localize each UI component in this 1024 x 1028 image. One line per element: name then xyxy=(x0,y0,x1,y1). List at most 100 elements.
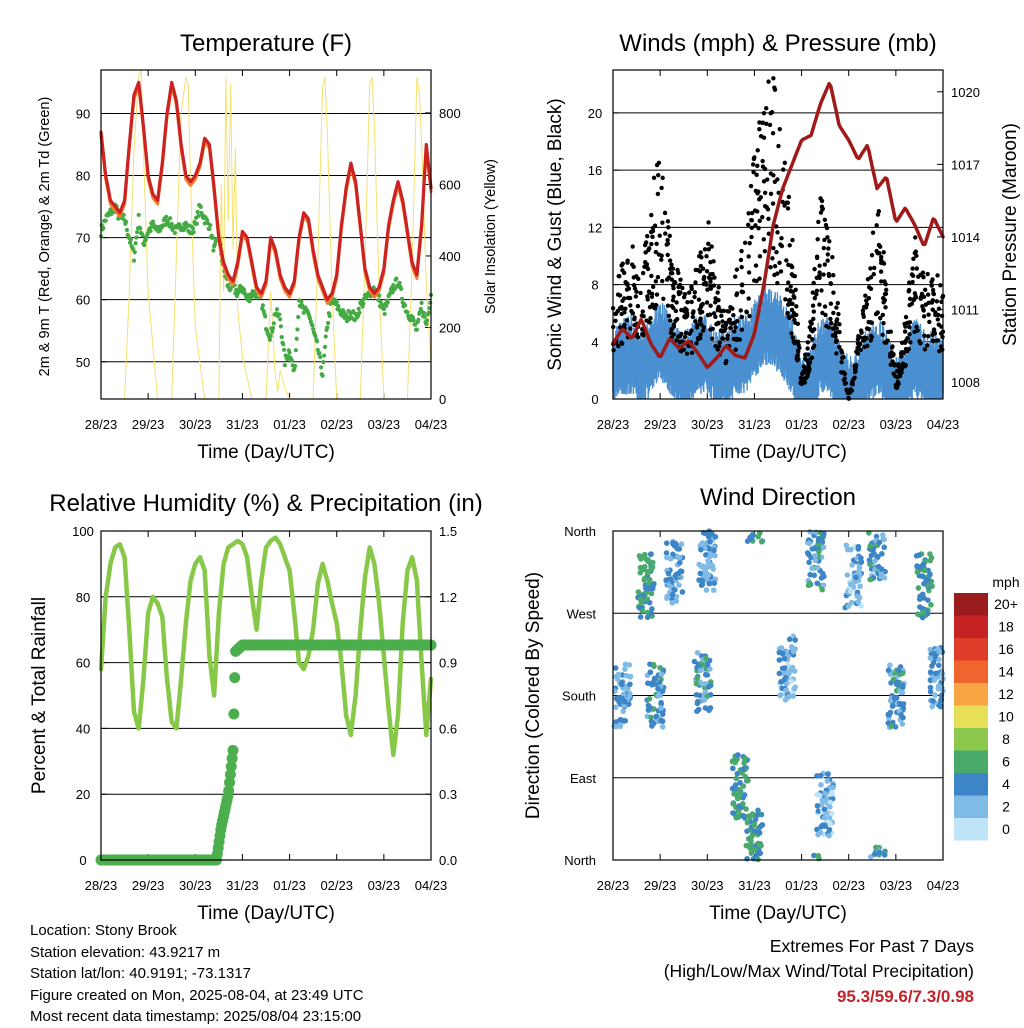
y-tick-label: 20 xyxy=(588,106,602,121)
gust-point xyxy=(733,325,738,330)
gust-point xyxy=(733,274,738,279)
gust-point xyxy=(890,359,895,364)
direction-point xyxy=(927,551,933,557)
gust-point xyxy=(619,340,624,345)
gust-point xyxy=(809,355,815,360)
direction-point xyxy=(673,571,680,578)
gust-point xyxy=(858,341,863,347)
direction-point xyxy=(752,816,759,823)
direction-point xyxy=(830,784,836,791)
gust-point xyxy=(937,349,942,354)
direction-point xyxy=(752,847,759,853)
dewpoint-point xyxy=(177,222,182,227)
gust-point xyxy=(761,110,767,116)
legend-label: 0 xyxy=(1002,821,1010,837)
gust-point xyxy=(645,233,650,239)
dewpoint-point xyxy=(416,317,421,322)
direction-point xyxy=(847,546,854,553)
gust-point xyxy=(704,268,710,274)
station-location: Location: Stony Brook xyxy=(30,922,177,939)
gust-point xyxy=(859,330,864,335)
legend-label: 20+ xyxy=(994,596,1018,612)
gust-point xyxy=(771,245,776,251)
gust-series xyxy=(610,76,946,401)
direction-point xyxy=(657,664,663,671)
gust-point xyxy=(753,263,759,268)
direction-point xyxy=(656,679,663,686)
dewpoint-point xyxy=(355,313,361,318)
gust-point xyxy=(819,198,825,204)
temperature-2m-line xyxy=(99,80,433,302)
direction-point xyxy=(927,571,933,578)
gust-point xyxy=(738,308,743,313)
x-axis-label: Time (Day/UTC) xyxy=(197,442,335,463)
gust-point xyxy=(782,203,787,208)
gust-point xyxy=(749,218,755,223)
gust-point xyxy=(613,318,618,323)
direction-point xyxy=(679,589,686,595)
gust-point xyxy=(662,210,668,216)
y2-tick-label: 1011 xyxy=(951,302,979,317)
direction-point xyxy=(807,528,813,535)
gust-point xyxy=(881,320,886,326)
dewpoint-point xyxy=(212,242,218,247)
direction-point xyxy=(737,780,743,786)
direction-point xyxy=(733,775,740,782)
y2-axis-label: Solar Insolation (Yellow) xyxy=(483,159,499,314)
gust-point xyxy=(701,325,707,330)
direction-point xyxy=(857,583,863,590)
gust-point xyxy=(723,360,728,366)
gust-point xyxy=(782,160,787,165)
gust-point xyxy=(739,327,745,332)
direction-point xyxy=(879,550,885,557)
direction-point xyxy=(695,706,702,713)
gust-point xyxy=(795,348,801,354)
gust-point xyxy=(839,350,845,355)
gust-point xyxy=(654,292,660,297)
dewpoint-point xyxy=(311,326,316,332)
y-tick-label: 40 xyxy=(76,721,90,736)
gust-point xyxy=(746,296,751,301)
direction-point xyxy=(693,692,700,698)
direction-point xyxy=(703,655,709,661)
gust-point xyxy=(812,295,818,301)
gust-point xyxy=(650,225,656,231)
direction-point xyxy=(788,678,795,685)
gust-point xyxy=(926,312,931,317)
gust-point xyxy=(770,201,776,206)
gust-point xyxy=(882,279,887,284)
gust-point xyxy=(920,304,925,309)
gust-point xyxy=(894,368,900,374)
gust-point xyxy=(643,250,648,255)
gust-point xyxy=(786,194,792,200)
dewpoint-point xyxy=(357,310,362,315)
direction-point xyxy=(873,533,880,540)
gust-point xyxy=(698,304,704,310)
direction-point xyxy=(664,595,670,601)
direction-point xyxy=(820,544,827,551)
legend-swatch xyxy=(954,660,988,683)
gust-point xyxy=(744,310,750,315)
y2-tick-label: 1.5 xyxy=(439,524,457,539)
direction-point xyxy=(790,693,797,699)
direction-point xyxy=(669,591,676,598)
y2-tick-label: 0.0 xyxy=(439,853,457,868)
gust-point xyxy=(766,216,771,222)
gust-point xyxy=(879,279,884,284)
dewpoint-point xyxy=(323,334,328,339)
gust-point xyxy=(830,254,835,260)
direction-point xyxy=(636,605,643,611)
gust-point xyxy=(907,324,912,330)
y-tick-label: 50 xyxy=(76,355,90,370)
direction-point xyxy=(848,588,854,595)
dewpoint-point xyxy=(124,227,130,233)
direction-point xyxy=(637,614,644,620)
direction-point xyxy=(697,667,704,674)
y2-tick-label: 1017 xyxy=(951,157,980,172)
plot-frame xyxy=(100,530,432,861)
gust-point xyxy=(822,237,827,243)
gust-point xyxy=(705,312,711,318)
gust-point xyxy=(629,308,634,314)
gust-point xyxy=(917,339,922,344)
direction-point xyxy=(814,564,821,571)
